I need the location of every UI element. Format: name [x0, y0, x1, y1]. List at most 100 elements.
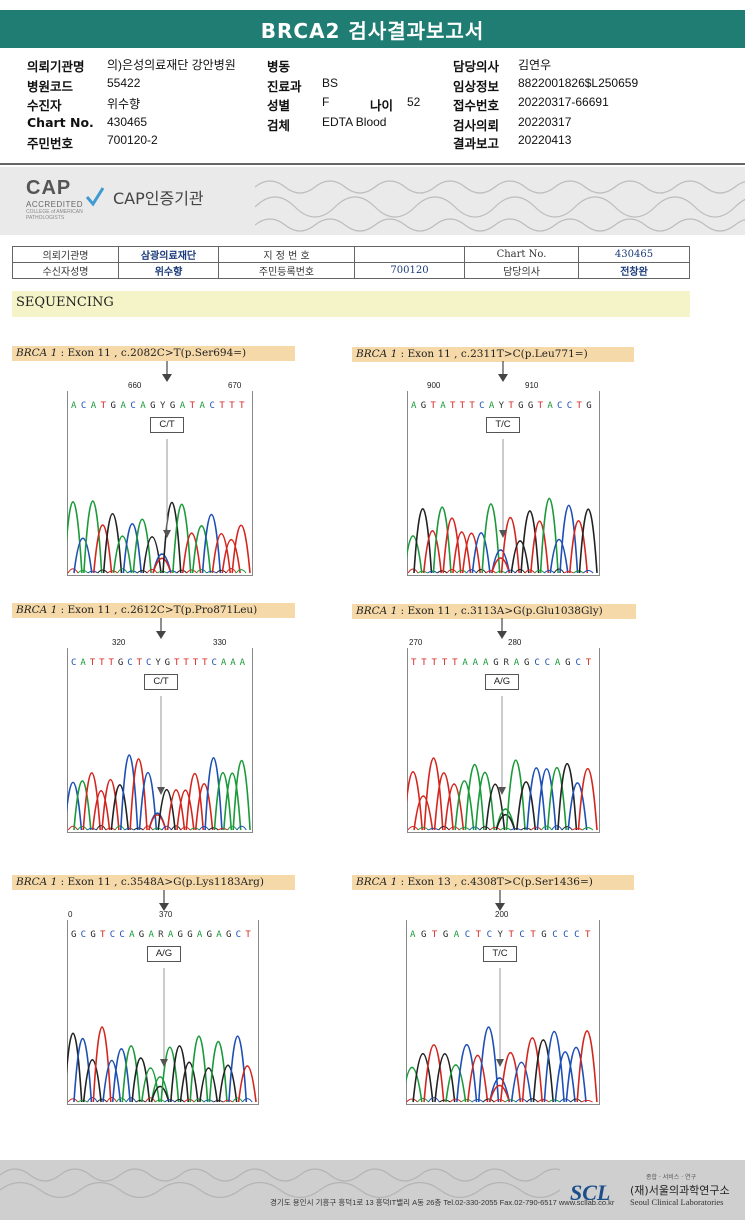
- base-call: T: [202, 658, 208, 668]
- arrow-down-icon: [496, 1059, 504, 1067]
- trace-noise: [458, 826, 470, 831]
- variant-label: BRCA 1 : Exon 11 , c.2082C>T(p.Ser694=): [12, 346, 295, 361]
- trace-peak: [223, 772, 242, 831]
- trace-peak: [434, 1052, 456, 1103]
- trace-noise: [67, 1098, 79, 1103]
- patient-info: 의뢰기관명 의)은성의료재단 강안병원 병동 담당의사 김연우 병원코드 554…: [0, 54, 745, 154]
- base-call: C: [119, 930, 124, 940]
- trace-peak: [232, 759, 251, 831]
- trace-noise: [95, 825, 107, 831]
- trace-peak: [510, 1061, 533, 1103]
- trace-noise: [548, 1099, 561, 1103]
- trace-peak: [452, 531, 472, 574]
- base-call: A: [221, 658, 227, 668]
- variant-label: BRCA 1 : Exon 13 , c.4308T>C(p.Ser1436=): [352, 875, 634, 890]
- chromatogram-frame: [407, 648, 600, 833]
- info-label: 접수번호: [453, 98, 500, 113]
- position-number: 270: [409, 638, 423, 647]
- trace-peak: [464, 763, 485, 831]
- trace-noise: [471, 1099, 484, 1103]
- trace-noise: [438, 825, 450, 831]
- trace-peak: [456, 1044, 478, 1103]
- sequencing-section-header: SEQUENCING: [12, 291, 690, 317]
- trace-noise: [417, 826, 429, 831]
- trace-noise: [199, 826, 210, 831]
- trace-peak: [433, 772, 454, 831]
- position-number: 660: [128, 381, 142, 390]
- table-row: 의뢰기관명 삼광의료재단 지 정 번 호 Chart No. 430465: [12, 246, 690, 263]
- info-value: 8822001826$L250659: [518, 76, 639, 90]
- table-cell: 담당의사: [464, 262, 579, 279]
- trace-peak: [520, 510, 540, 574]
- base-call: T: [430, 401, 436, 411]
- base-call: A: [547, 401, 553, 411]
- base-call: T: [239, 401, 245, 411]
- trace-peak: [194, 783, 214, 831]
- trace-noise: [236, 825, 247, 831]
- cap-college: COLLEGE of AMERICAN PATHOLOGISTS: [26, 209, 83, 221]
- trace-noise: [544, 569, 555, 574]
- trace-noise: [213, 1099, 224, 1103]
- trace-noise: [437, 570, 448, 574]
- trace-peak: [67, 501, 83, 574]
- trace-peak: [172, 503, 192, 574]
- trace-peak: [567, 782, 588, 831]
- base-call: T: [508, 930, 514, 940]
- trace-peak: [557, 762, 578, 831]
- base-call: A: [80, 658, 86, 668]
- trace-peak: [559, 504, 579, 574]
- table-cell: 수신자성명: [12, 262, 119, 279]
- trace-noise: [77, 825, 88, 831]
- trace-peak: [554, 1051, 576, 1103]
- trace-noise: [97, 569, 108, 574]
- trace-peak: [138, 772, 158, 831]
- trace-peak: [576, 1030, 598, 1103]
- base-call: T: [137, 658, 143, 668]
- base-call: T: [442, 658, 448, 668]
- trace-noise: [127, 570, 138, 574]
- base-call: Y: [499, 401, 505, 411]
- info-label: 의뢰기관명: [27, 59, 85, 74]
- trace-noise: [427, 570, 438, 574]
- trace-peak: [413, 795, 434, 831]
- trace-peak: [152, 557, 172, 574]
- info-value: 55422: [107, 76, 141, 90]
- trace-noise: [417, 1097, 429, 1103]
- trace-peak: [189, 1035, 209, 1103]
- trace-noise: [87, 570, 99, 574]
- position-number: 670: [228, 381, 242, 390]
- base-call: T: [450, 401, 456, 411]
- base-call: A: [168, 930, 174, 940]
- base-call: A: [216, 930, 222, 940]
- base-call: T: [219, 401, 225, 411]
- base-call: C: [534, 658, 539, 668]
- trace-noise: [510, 827, 522, 831]
- base-call: A: [200, 401, 206, 411]
- base-call: C: [110, 930, 115, 940]
- arrow-down-icon: [160, 1059, 168, 1067]
- info-row: 주민번호 700120-2 결과보고 20220413: [0, 133, 745, 152]
- arrow-down-icon: [159, 890, 169, 911]
- trace-noise: [86, 827, 97, 831]
- trace-noise: [427, 1097, 440, 1103]
- trace-peak: [83, 500, 103, 574]
- position-number: 900: [427, 381, 441, 390]
- trace-noise: [154, 1099, 166, 1103]
- base-call: C: [212, 658, 217, 668]
- trace-noise: [466, 569, 477, 574]
- base-call: T: [174, 658, 180, 668]
- trace-noise: [125, 1097, 137, 1103]
- trace-noise: [573, 570, 584, 574]
- trace-peak: [185, 773, 205, 831]
- trace-noise: [485, 570, 497, 574]
- arrow-down-icon: [495, 890, 505, 911]
- trace-peak: [140, 1067, 160, 1103]
- variant-description: : Exon 13 , c.4308T>C(p.Ser1436=): [397, 876, 593, 888]
- trace-noise: [216, 569, 227, 574]
- base-call: G: [421, 401, 426, 411]
- info-value: 의)은성의료재단 강안병원: [107, 58, 236, 72]
- trace-peak: [228, 1035, 248, 1103]
- header-divider: [0, 163, 745, 165]
- trace-noise: [135, 1099, 146, 1103]
